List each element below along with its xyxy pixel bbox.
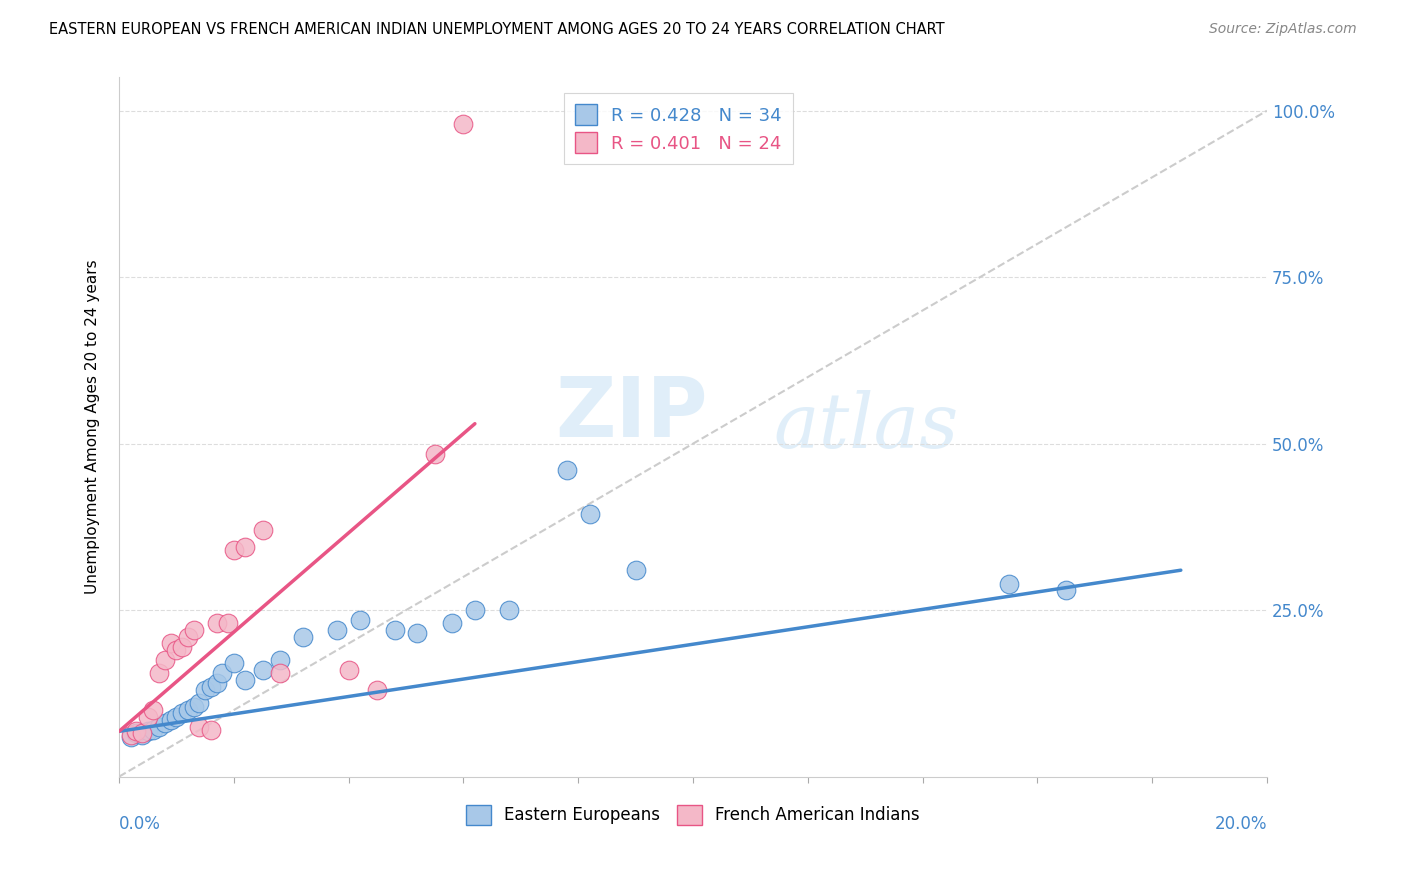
- Point: [233, 673, 256, 687]
- Point: [172, 640, 194, 654]
- Point: [125, 726, 148, 740]
- Point: [153, 653, 176, 667]
- Text: EASTERN EUROPEAN VS FRENCH AMERICAN INDIAN UNEMPLOYMENT AMONG AGES 20 TO 24 YEAR: EASTERN EUROPEAN VS FRENCH AMERICAN INDI…: [49, 22, 945, 37]
- Point: [188, 697, 211, 711]
- Point: [205, 616, 228, 631]
- Point: [217, 616, 239, 631]
- Point: [148, 666, 170, 681]
- Point: [131, 726, 153, 740]
- Point: [498, 603, 520, 617]
- Point: [291, 630, 314, 644]
- Point: [159, 636, 181, 650]
- Point: [177, 703, 200, 717]
- Point: [423, 447, 446, 461]
- Point: [326, 623, 349, 637]
- Point: [165, 709, 187, 723]
- Text: atlas: atlas: [773, 390, 959, 464]
- Point: [131, 728, 153, 742]
- Point: [252, 523, 274, 537]
- Point: [222, 543, 245, 558]
- Point: [269, 666, 291, 681]
- Point: [222, 657, 245, 671]
- Point: [453, 117, 475, 131]
- Point: [269, 653, 291, 667]
- Point: [120, 730, 142, 744]
- Point: [252, 663, 274, 677]
- Point: [159, 713, 181, 727]
- Point: [194, 683, 217, 698]
- Text: 0.0%: 0.0%: [120, 815, 160, 833]
- Point: [384, 623, 406, 637]
- Point: [200, 723, 222, 737]
- Point: [997, 576, 1019, 591]
- Point: [120, 728, 142, 742]
- Point: [136, 724, 159, 739]
- Point: [406, 626, 429, 640]
- Point: [183, 623, 205, 637]
- Point: [464, 603, 486, 617]
- Point: [136, 709, 159, 723]
- Text: 20.0%: 20.0%: [1215, 815, 1267, 833]
- Y-axis label: Unemployment Among Ages 20 to 24 years: Unemployment Among Ages 20 to 24 years: [86, 260, 100, 594]
- Point: [165, 643, 187, 657]
- Legend: Eastern Europeans, French American Indians: Eastern Europeans, French American India…: [460, 798, 927, 831]
- Point: [148, 720, 170, 734]
- Point: [125, 724, 148, 739]
- Point: [440, 616, 463, 631]
- Point: [142, 703, 165, 717]
- Point: [142, 723, 165, 737]
- Point: [172, 706, 194, 721]
- Point: [211, 666, 233, 681]
- Point: [366, 683, 388, 698]
- Point: [1054, 583, 1077, 598]
- Point: [349, 613, 371, 627]
- Point: [233, 540, 256, 554]
- Point: [578, 507, 600, 521]
- Point: [188, 720, 211, 734]
- Text: Source: ZipAtlas.com: Source: ZipAtlas.com: [1209, 22, 1357, 37]
- Point: [337, 663, 360, 677]
- Point: [200, 680, 222, 694]
- Point: [624, 563, 647, 577]
- Text: ZIP: ZIP: [555, 373, 707, 453]
- Point: [153, 716, 176, 731]
- Point: [183, 699, 205, 714]
- Point: [177, 630, 200, 644]
- Point: [555, 463, 578, 477]
- Point: [205, 676, 228, 690]
